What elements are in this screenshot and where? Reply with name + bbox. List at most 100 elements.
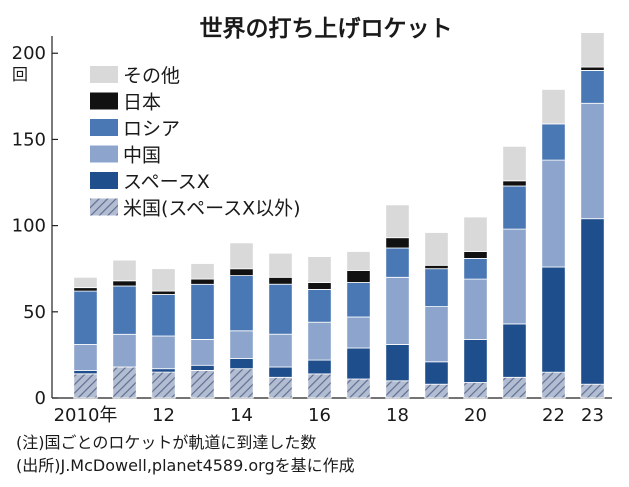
bar-segment bbox=[502, 376, 527, 399]
x-axis-ticks: 2010年 12 14 16 18 20 22 23 bbox=[54, 405, 604, 426]
bar-segment bbox=[580, 383, 605, 399]
legend-label: スペースX bbox=[123, 171, 210, 193]
bar-segment bbox=[112, 366, 137, 399]
legend-swatch bbox=[90, 119, 118, 136]
y-tick-label: 100 bbox=[12, 216, 46, 237]
bar-segment bbox=[151, 290, 176, 295]
bar-segment bbox=[73, 276, 98, 288]
bar-segment bbox=[73, 373, 98, 399]
bar-segment bbox=[385, 344, 410, 382]
legend-label: 米国(スペースX以外) bbox=[123, 198, 301, 220]
bar-segment bbox=[229, 242, 254, 270]
bar-segment bbox=[346, 251, 371, 271]
x-tick-label: 23 bbox=[581, 405, 604, 426]
legend-label: ロシア bbox=[123, 118, 180, 140]
bar-segment bbox=[463, 338, 488, 383]
bar-segment bbox=[268, 252, 293, 278]
y-tick-label: 0 bbox=[35, 388, 46, 409]
bar-segment bbox=[463, 382, 488, 399]
x-tick-label: 22 bbox=[542, 405, 565, 426]
legend-swatch bbox=[90, 198, 118, 216]
bar-segment bbox=[151, 335, 176, 370]
x-tick-label: 20 bbox=[464, 405, 487, 426]
bar-segment bbox=[346, 347, 371, 380]
bar-segment bbox=[73, 369, 98, 375]
legend-label: 中国 bbox=[123, 145, 161, 167]
bar-segment bbox=[307, 282, 332, 290]
bar-segment bbox=[424, 232, 449, 266]
y-tick-label: 150 bbox=[12, 129, 46, 150]
bar-segment bbox=[151, 268, 176, 292]
bar-segment bbox=[346, 282, 371, 318]
x-tick-label: 16 bbox=[308, 405, 331, 426]
bar-segment bbox=[151, 294, 176, 337]
bar-segment bbox=[112, 259, 137, 282]
bar-segment bbox=[190, 364, 215, 371]
bar-segment bbox=[190, 283, 215, 340]
bar-segment bbox=[268, 376, 293, 399]
bar-segment bbox=[73, 290, 98, 345]
bar-segment bbox=[463, 251, 488, 259]
bar-segment bbox=[151, 371, 176, 399]
y-tick-label: 200 bbox=[12, 43, 46, 64]
bar-segment bbox=[229, 268, 254, 277]
bar-segment bbox=[229, 330, 254, 359]
bar-segment bbox=[346, 378, 371, 399]
bar-segment bbox=[580, 66, 605, 71]
bar-segment bbox=[112, 333, 137, 368]
bar-segment bbox=[268, 283, 293, 335]
y-tick-label: 50 bbox=[23, 302, 46, 323]
bar-segment bbox=[229, 368, 254, 399]
bars bbox=[73, 32, 605, 399]
bar-segment bbox=[424, 383, 449, 399]
bar-segment bbox=[385, 247, 410, 278]
bar-segment bbox=[268, 366, 293, 378]
legend-swatch bbox=[90, 92, 118, 110]
legend-swatch bbox=[90, 145, 118, 163]
bar-segment bbox=[541, 89, 566, 125]
bar-segment bbox=[307, 321, 332, 361]
y-axis: 0 50 100 150 200 bbox=[12, 36, 612, 409]
bar-segment bbox=[190, 338, 215, 366]
bar-segment bbox=[307, 288, 332, 323]
note-text: (注)国ごとのロケットが軌道に到達した数 bbox=[16, 433, 316, 452]
legend-label: 日本 bbox=[123, 92, 161, 114]
bar-segment bbox=[424, 268, 449, 308]
bar-segment bbox=[268, 333, 293, 368]
legend-swatch bbox=[90, 66, 118, 83]
bar-segment bbox=[463, 257, 488, 280]
source-text: (出所)J.McDowell,planet4589.orgを基に作成 bbox=[16, 456, 355, 475]
bar-segment bbox=[502, 180, 527, 187]
bar-segment bbox=[190, 278, 215, 285]
bar-segment bbox=[307, 359, 332, 375]
x-tick-label: 2010年 bbox=[54, 405, 118, 426]
bar-segment bbox=[73, 287, 98, 292]
bar-segment bbox=[190, 263, 215, 280]
bar-segment bbox=[541, 266, 566, 373]
bar-segment bbox=[541, 371, 566, 399]
bar-segment bbox=[502, 323, 527, 378]
x-tick-label: 12 bbox=[152, 405, 175, 426]
x-tick-label: 14 bbox=[230, 405, 253, 426]
bar-segment bbox=[151, 368, 176, 373]
y-axis-unit: 回 bbox=[12, 65, 28, 84]
bar-segment bbox=[580, 70, 605, 104]
bar-segment bbox=[502, 228, 527, 325]
bar-segment bbox=[268, 276, 293, 285]
bar-segment bbox=[385, 204, 410, 239]
bar-segment bbox=[541, 159, 566, 268]
bar-segment bbox=[112, 285, 137, 335]
bar-segment bbox=[385, 276, 410, 345]
bar-segment bbox=[424, 264, 449, 270]
bar-segment bbox=[541, 123, 566, 161]
bar-segment bbox=[229, 357, 254, 370]
bar-segment bbox=[307, 373, 332, 399]
bar-segment bbox=[502, 185, 527, 230]
bar-segment bbox=[229, 275, 254, 332]
bar-segment bbox=[580, 102, 605, 220]
x-tick-label: 18 bbox=[386, 405, 409, 426]
bar-segment bbox=[112, 280, 137, 287]
bar-segment bbox=[346, 316, 371, 349]
bar-segment bbox=[463, 216, 488, 252]
